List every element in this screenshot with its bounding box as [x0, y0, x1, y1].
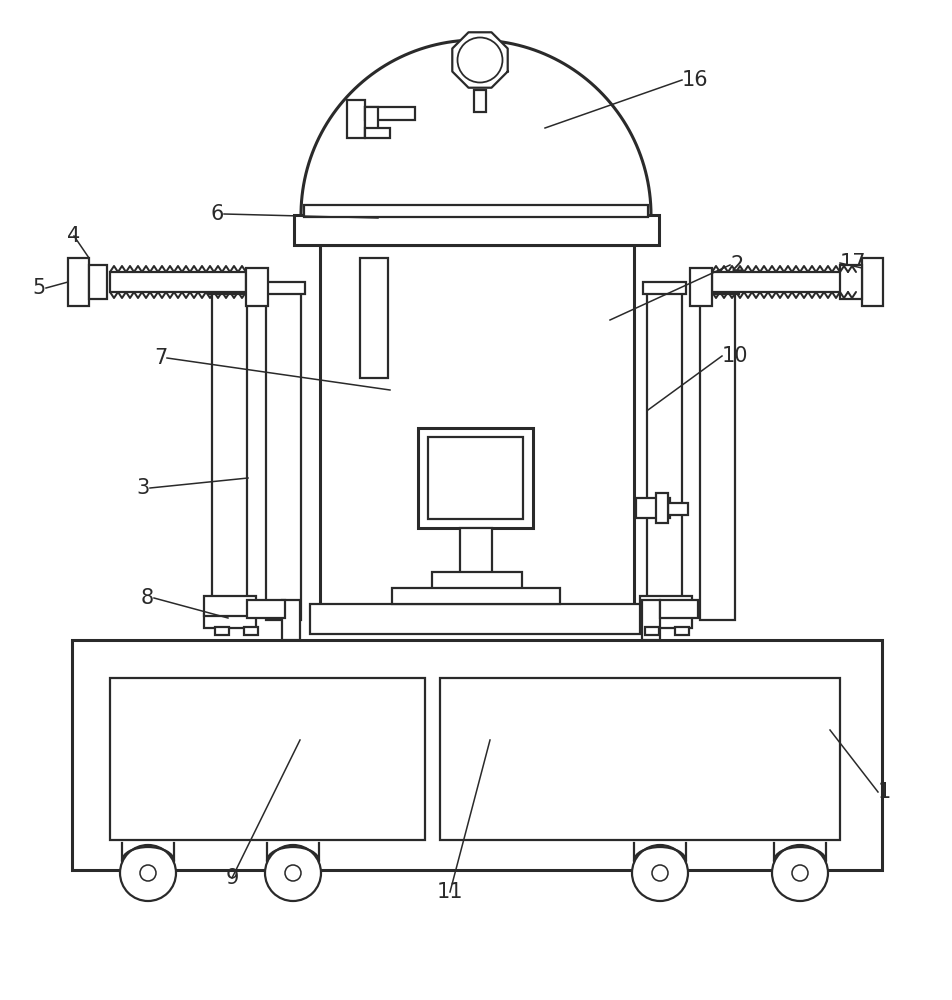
Bar — [266, 290, 301, 620]
Bar — [89, 265, 107, 299]
Bar — [660, 600, 698, 618]
Bar — [640, 614, 692, 628]
Text: 4: 4 — [68, 226, 81, 246]
Bar — [212, 290, 247, 620]
Circle shape — [632, 845, 688, 901]
Bar — [204, 596, 256, 616]
Circle shape — [285, 865, 301, 881]
Bar — [428, 437, 523, 519]
Bar — [246, 268, 268, 306]
Bar — [208, 282, 251, 294]
Text: 10: 10 — [722, 346, 748, 366]
Text: 7: 7 — [154, 348, 167, 368]
Bar — [696, 282, 739, 294]
Bar — [294, 215, 659, 245]
Text: 5: 5 — [32, 278, 46, 298]
Bar — [392, 588, 560, 604]
Circle shape — [120, 845, 176, 901]
Polygon shape — [452, 32, 507, 88]
Bar — [310, 604, 640, 634]
Bar — [668, 503, 688, 515]
Bar — [68, 258, 89, 306]
Bar — [365, 107, 415, 120]
Bar — [643, 282, 686, 294]
Bar — [432, 572, 522, 590]
Circle shape — [458, 37, 503, 83]
Bar — [712, 272, 862, 292]
Bar — [365, 107, 378, 137]
Circle shape — [652, 865, 668, 881]
Bar — [244, 627, 258, 635]
Bar — [110, 678, 425, 840]
Bar — [347, 100, 365, 138]
Bar — [215, 627, 229, 635]
Bar — [360, 258, 388, 378]
Bar — [840, 265, 862, 299]
Bar — [645, 627, 659, 635]
Polygon shape — [301, 40, 651, 215]
Bar — [647, 290, 682, 620]
Bar — [110, 272, 246, 292]
Text: 1: 1 — [878, 782, 891, 802]
Bar — [656, 493, 668, 523]
Text: 3: 3 — [137, 478, 150, 498]
Circle shape — [265, 845, 321, 901]
Text: 16: 16 — [682, 70, 708, 90]
Bar — [862, 258, 883, 306]
Bar — [675, 627, 689, 635]
Bar — [690, 268, 712, 306]
Circle shape — [772, 845, 828, 901]
Bar — [304, 205, 648, 217]
Circle shape — [792, 865, 808, 881]
Text: 11: 11 — [437, 882, 464, 902]
Bar — [440, 678, 840, 840]
Bar — [700, 290, 735, 620]
Text: 9: 9 — [226, 868, 239, 888]
Bar — [474, 90, 486, 112]
Bar — [204, 614, 256, 628]
Bar — [282, 600, 300, 640]
Bar — [418, 428, 533, 528]
Bar — [642, 600, 660, 640]
Bar — [72, 640, 882, 870]
Bar — [320, 245, 634, 615]
Text: 8: 8 — [141, 588, 154, 608]
Bar — [636, 498, 670, 518]
Circle shape — [140, 865, 156, 881]
Bar — [365, 128, 390, 138]
Bar — [640, 596, 692, 616]
Bar — [247, 600, 285, 618]
Bar — [460, 528, 492, 573]
Text: 17: 17 — [840, 253, 866, 273]
Text: 6: 6 — [210, 204, 224, 224]
Bar — [262, 282, 305, 294]
Text: 2: 2 — [730, 255, 744, 275]
